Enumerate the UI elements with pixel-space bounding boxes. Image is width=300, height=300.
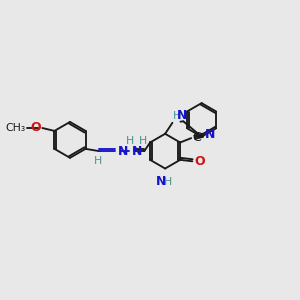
Text: C: C <box>192 131 201 144</box>
Text: H: H <box>173 111 181 121</box>
Text: H: H <box>164 177 172 187</box>
Text: N: N <box>118 145 128 158</box>
Text: N: N <box>205 128 215 141</box>
Text: CH₃: CH₃ <box>6 123 26 133</box>
Text: H: H <box>94 156 102 166</box>
Text: O: O <box>195 155 205 168</box>
Text: O: O <box>31 121 41 134</box>
Text: H: H <box>126 136 134 146</box>
Text: H: H <box>139 136 147 146</box>
Text: N: N <box>177 109 187 122</box>
Text: N: N <box>156 175 166 188</box>
Text: N: N <box>132 145 142 158</box>
